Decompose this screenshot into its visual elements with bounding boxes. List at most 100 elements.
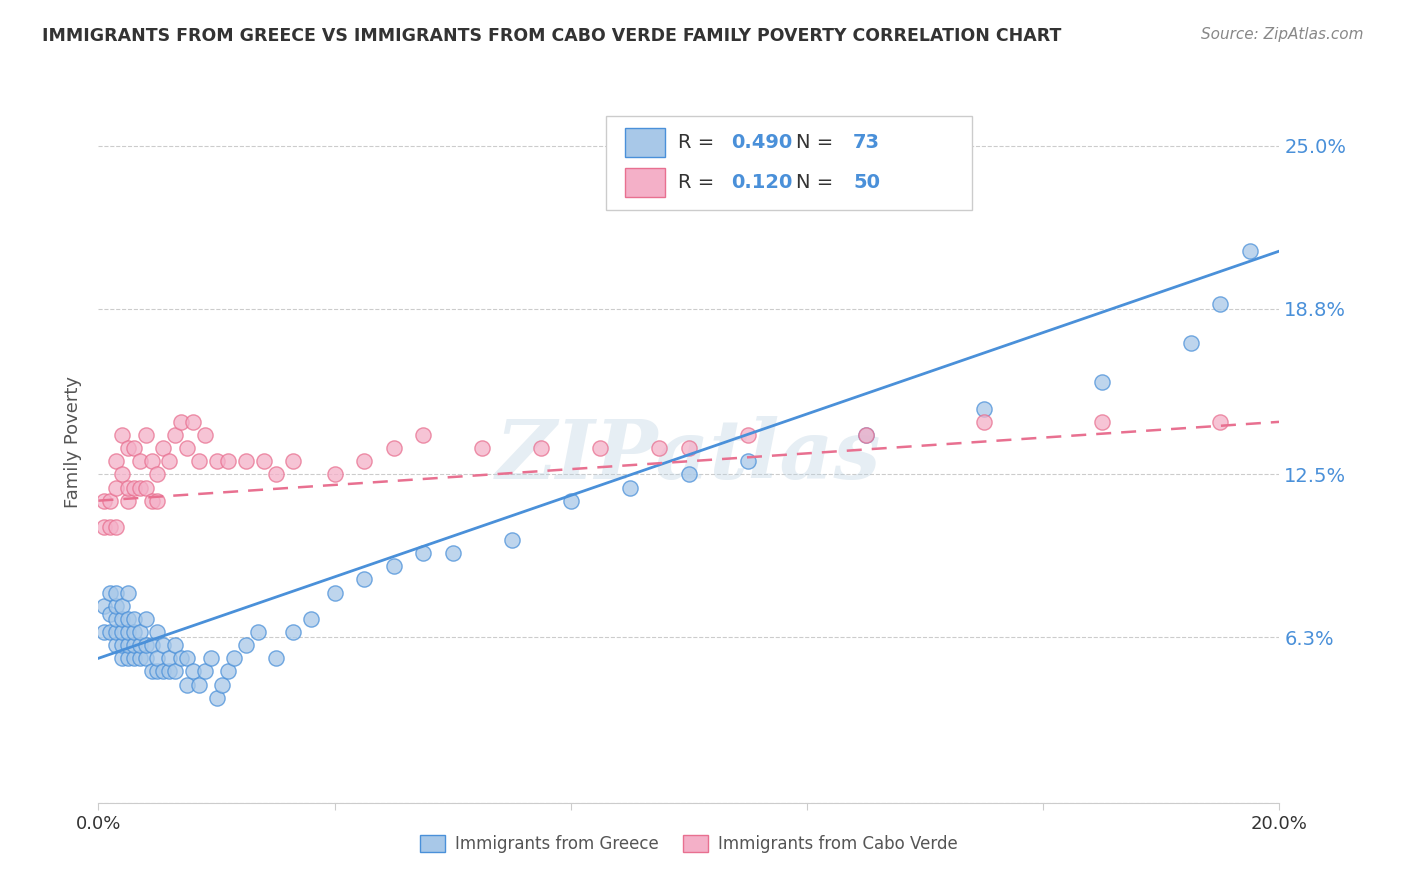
Point <box>299 612 322 626</box>
Point <box>165 638 187 652</box>
Point <box>117 441 139 455</box>
Point <box>105 638 128 652</box>
Point <box>98 625 121 640</box>
Point <box>128 454 150 468</box>
Point <box>1180 336 1202 351</box>
Point <box>1209 296 1232 310</box>
Point <box>128 638 150 652</box>
Point <box>98 520 121 534</box>
Point <box>283 625 305 640</box>
Point <box>157 454 180 468</box>
FancyBboxPatch shape <box>626 128 665 157</box>
Point <box>353 573 375 587</box>
Text: 50: 50 <box>853 173 880 192</box>
Point <box>93 599 115 613</box>
Point <box>194 428 217 442</box>
Point <box>170 415 193 429</box>
Point <box>135 638 157 652</box>
Point <box>105 520 128 534</box>
Point <box>93 493 115 508</box>
Point <box>122 638 145 652</box>
Point <box>589 441 612 455</box>
FancyBboxPatch shape <box>606 117 973 211</box>
Point <box>205 454 228 468</box>
Point <box>128 651 150 665</box>
Point <box>211 677 233 691</box>
Point <box>283 454 305 468</box>
Point <box>98 493 121 508</box>
Point <box>264 467 287 482</box>
Point <box>973 415 995 429</box>
Point <box>737 454 759 468</box>
Point <box>855 428 877 442</box>
Point <box>678 467 700 482</box>
Point <box>105 454 128 468</box>
Point <box>117 612 139 626</box>
Text: 73: 73 <box>853 133 880 153</box>
Point <box>323 467 346 482</box>
Point <box>111 638 134 652</box>
Text: ZIPatlas: ZIPatlas <box>496 416 882 496</box>
Point <box>141 665 163 679</box>
Text: Source: ZipAtlas.com: Source: ZipAtlas.com <box>1201 27 1364 42</box>
Point <box>117 651 139 665</box>
Point <box>235 638 257 652</box>
Point <box>187 454 209 468</box>
Point <box>141 454 163 468</box>
Point <box>648 441 671 455</box>
Text: N =: N = <box>796 133 839 153</box>
Point <box>187 677 209 691</box>
Point <box>217 665 239 679</box>
Point <box>412 428 434 442</box>
Point <box>122 441 145 455</box>
Point <box>235 454 257 468</box>
Point <box>128 625 150 640</box>
Text: R =: R = <box>678 133 721 153</box>
FancyBboxPatch shape <box>626 168 665 197</box>
Point <box>382 441 405 455</box>
Point <box>165 428 187 442</box>
Point <box>1091 415 1114 429</box>
Point <box>105 585 128 599</box>
Text: IMMIGRANTS FROM GREECE VS IMMIGRANTS FROM CABO VERDE FAMILY POVERTY CORRELATION : IMMIGRANTS FROM GREECE VS IMMIGRANTS FRO… <box>42 27 1062 45</box>
Point <box>111 625 134 640</box>
Point <box>111 651 134 665</box>
Text: R =: R = <box>678 173 721 192</box>
Legend: Immigrants from Greece, Immigrants from Cabo Verde: Immigrants from Greece, Immigrants from … <box>413 828 965 860</box>
Point <box>737 428 759 442</box>
Point <box>152 441 174 455</box>
Point <box>117 481 139 495</box>
Point <box>973 401 995 416</box>
Point <box>105 599 128 613</box>
Point <box>855 428 877 442</box>
Point <box>111 428 134 442</box>
Point <box>146 665 169 679</box>
Point <box>353 454 375 468</box>
Y-axis label: Family Poverty: Family Poverty <box>65 376 83 508</box>
Point <box>1209 415 1232 429</box>
Point <box>441 546 464 560</box>
Point <box>152 638 174 652</box>
Point <box>619 481 641 495</box>
Point <box>1091 376 1114 390</box>
Text: N =: N = <box>796 173 839 192</box>
Text: 0.120: 0.120 <box>731 173 793 192</box>
Point <box>176 441 198 455</box>
Point <box>224 651 246 665</box>
Point <box>165 665 187 679</box>
Point <box>501 533 523 547</box>
Point <box>117 585 139 599</box>
Point <box>117 625 139 640</box>
Point <box>1239 244 1261 258</box>
Point <box>181 415 204 429</box>
Point <box>412 546 434 560</box>
Point <box>246 625 269 640</box>
Point <box>146 467 169 482</box>
Point <box>176 651 198 665</box>
Point <box>141 638 163 652</box>
Point <box>122 651 145 665</box>
Point <box>146 493 169 508</box>
Point <box>530 441 553 455</box>
Point <box>323 585 346 599</box>
Point <box>98 607 121 621</box>
